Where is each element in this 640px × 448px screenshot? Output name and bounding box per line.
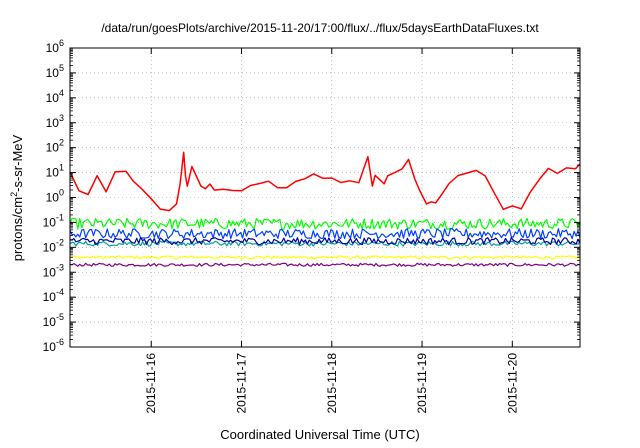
- chart-title: /data/run/goesPlots/archive/2015-11-20/1…: [101, 21, 539, 35]
- series-line: [69, 255, 581, 260]
- y-tick-label: 104: [46, 88, 64, 105]
- x-tick-label: 2015-11-18: [325, 353, 339, 414]
- y-tick-label: 10-6: [43, 337, 64, 354]
- y-tick-label: 102: [46, 138, 64, 155]
- series-line: [69, 262, 581, 267]
- series-line: [69, 237, 581, 246]
- grid-lines: [70, 48, 580, 347]
- y-tick-label: 10-1: [43, 212, 64, 229]
- y-tick-label: 106: [46, 38, 64, 55]
- axis-ticks: 10-6 10-5 10-4 10-3 10-2 10-1 100 101 102 103 104 1…: [43, 38, 580, 414]
- y-tick-label: 10-3: [43, 262, 64, 279]
- series-line: [69, 217, 581, 230]
- x-tick-label: 2015-11-20: [505, 353, 519, 414]
- y-tick-label: 100: [46, 188, 64, 205]
- y-tick-label: 10-4: [43, 287, 64, 304]
- y-tick-label: 101: [46, 163, 64, 180]
- series-line: [69, 151, 581, 212]
- y-tick-label: 103: [46, 113, 64, 130]
- x-tick-label: 2015-11-16: [144, 353, 158, 414]
- y-tick-label: 105: [46, 63, 64, 80]
- y-axis-label: protons/cm2-s-sr-MeV: [9, 134, 25, 261]
- y-tick-label: 10-5: [43, 312, 64, 329]
- series-line: [69, 228, 581, 240]
- y-tick-label: 10-2: [43, 237, 64, 254]
- series-group: [69, 151, 581, 267]
- x-axis-label: Coordinated Universal Time (UTC): [220, 427, 420, 442]
- series-line: [69, 240, 581, 247]
- x-tick-label: 2015-11-17: [235, 353, 249, 414]
- x-tick-label: 2015-11-19: [415, 353, 429, 414]
